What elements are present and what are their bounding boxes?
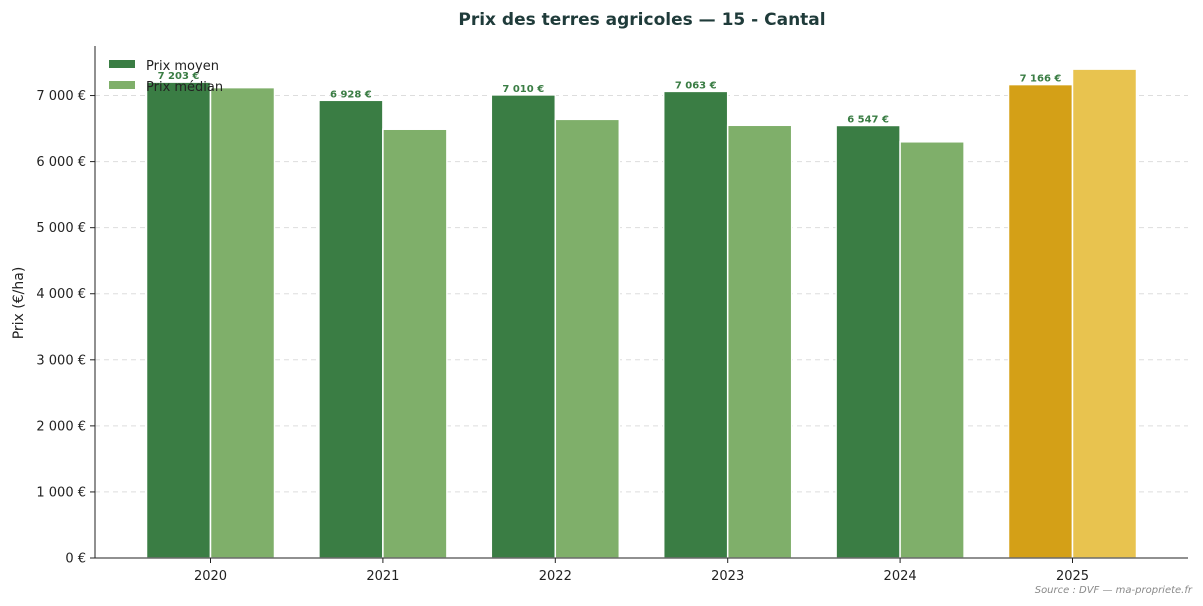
x-tick-label: 2023 [711,569,744,584]
bar-prix-median-2021 [382,128,448,559]
legend-label-prix-moyen: Prix moyen [146,59,219,74]
source-note: Source : DVF — ma-propriete.fr [1035,585,1193,596]
legend-label-prix-median: Prix médian [146,80,223,95]
x-tick-label: 2021 [366,569,399,584]
y-tick-label: 1 000 € [36,485,86,500]
bars-group [145,68,1138,559]
value-label-2025: 7 166 € [1020,74,1062,85]
bar-prix-median-2024 [899,141,965,559]
value-label-2023: 7 063 € [675,80,717,91]
y-tick-label: 4 000 € [36,287,86,302]
bar-prix-moyen-2024 [835,124,901,559]
x-tick-label: 2024 [884,569,917,584]
y-tick-label: 2 000 € [36,419,86,434]
y-tick-label: 6 000 € [36,155,86,170]
x-tick-labels: 2020 2021 2022 2023 2024 2025 [194,569,1089,584]
bar-prix-moyen-2020 [145,81,212,559]
bar-prix-moyen-2023 [662,90,729,559]
x-tick-label: 2025 [1056,569,1089,584]
value-label-2021: 6 928 € [330,89,372,100]
x-tick-label: 2020 [194,569,227,584]
value-label-2020: 7 203 € [158,71,200,82]
y-tick-label: 5 000 € [36,221,86,236]
bar-prix-median-2023 [726,124,793,559]
legend: Prix moyen Prix médian [109,59,223,95]
y-tick-label: 3 000 € [36,353,86,368]
value-labels-group: 7 203 € 6 928 € 7 010 € 7 063 € 6 547 € 7 166… [158,71,1062,125]
value-label-2024: 6 547 € [847,114,889,125]
x-tick-label: 2022 [539,569,572,584]
value-label-2022: 7 010 € [502,84,544,95]
axes-group [90,46,1188,563]
bar-prix-median-2022 [554,118,621,559]
bar-prix-median-2025 [1071,68,1138,559]
bar-prix-moyen-2025 [1007,83,1074,559]
y-axis-label: Prix (€/ha) [11,267,27,340]
y-tick-label: 0 € [65,552,86,567]
bar-prix-moyen-2021 [318,99,384,559]
legend-swatch-prix-moyen [109,60,135,68]
bar-prix-moyen-2022 [490,94,557,559]
bar-prix-median-2020 [209,86,276,559]
y-tick-label: 7 000 € [36,89,86,104]
grid-lines [95,95,1188,493]
legend-swatch-prix-median [109,81,135,89]
y-tick-labels: 0 € 1 000 € 2 000 € 3 000 € 4 000 € 5 000 € 6 … [36,89,86,566]
chart-title: Prix des terres agricoles — 15 - Cantal [458,10,825,30]
